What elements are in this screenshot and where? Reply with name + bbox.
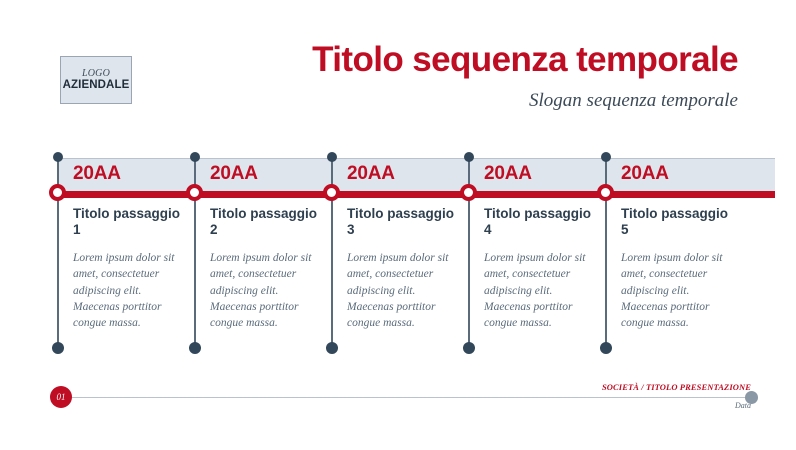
- step-title: Titolo passaggio 4: [484, 206, 592, 238]
- slide-title[interactable]: Titolo sequenza temporale: [312, 40, 738, 79]
- step-milestone-marker-icon[interactable]: [49, 184, 66, 201]
- step-body-text: Lorem ipsum dolor sit amet, consectetuer…: [73, 252, 175, 330]
- step-milestone-marker-icon[interactable]: [323, 184, 340, 201]
- step-body-text: Lorem ipsum dolor sit amet, consectetuer…: [484, 252, 586, 330]
- step-top-dot-icon: [190, 152, 200, 162]
- logo-line-2: AZIENDALE: [62, 78, 130, 91]
- timeline-year-band: [57, 158, 775, 195]
- footer-rule: [62, 397, 752, 398]
- slide-slogan[interactable]: Slogan sequenza temporale: [529, 90, 738, 111]
- step-bottom-dot-icon: [463, 342, 475, 354]
- step-top-dot-icon: [464, 152, 474, 162]
- footer-company-text: SOCIETÀ / TITOLO PRESENTAZIONE: [601, 382, 751, 392]
- step-year: 20AA: [210, 163, 258, 184]
- step-bottom-dot-icon: [326, 342, 338, 354]
- step-year: 20AA: [73, 163, 121, 184]
- step-top-dot-icon: [601, 152, 611, 162]
- step-body-text: Lorem ipsum dolor sit amet, consectetuer…: [621, 252, 723, 330]
- step-top-dot-icon: [327, 152, 337, 162]
- slide-number-text: 01: [56, 391, 66, 402]
- slide-number-badge: 01: [50, 386, 72, 408]
- timeline-axis-line: [52, 191, 775, 198]
- step-body-text: Lorem ipsum dolor sit amet, consectetuer…: [210, 252, 312, 330]
- step-title: Titolo passaggio 3: [347, 206, 455, 238]
- step-milestone-marker-icon[interactable]: [460, 184, 477, 201]
- step-title: Titolo passaggio 1: [73, 206, 181, 238]
- company-logo-placeholder[interactable]: LOGO AZIENDALE: [60, 56, 132, 104]
- step-connector-line: [331, 158, 333, 348]
- step-year: 20AA: [484, 163, 532, 184]
- step-bottom-dot-icon: [52, 342, 64, 354]
- step-top-dot-icon: [53, 152, 63, 162]
- step-bottom-dot-icon: [189, 342, 201, 354]
- step-milestone-marker-icon[interactable]: [186, 184, 203, 201]
- footer-date-text: Data: [735, 401, 751, 410]
- logo-line-1: LOGO: [81, 67, 111, 79]
- step-connector-line: [57, 158, 59, 348]
- step-title: Titolo passaggio 2: [210, 206, 318, 238]
- step-connector-line: [468, 158, 470, 348]
- step-body-text: Lorem ipsum dolor sit amet, consectetuer…: [347, 252, 449, 330]
- step-connector-line: [605, 158, 607, 348]
- step-bottom-dot-icon: [600, 342, 612, 354]
- step-year: 20AA: [347, 163, 395, 184]
- step-title: Titolo passaggio 5: [621, 206, 729, 238]
- step-milestone-marker-icon[interactable]: [597, 184, 614, 201]
- footer-end-dot-icon: [745, 391, 758, 404]
- step-connector-line: [194, 158, 196, 348]
- step-year: 20AA: [621, 163, 669, 184]
